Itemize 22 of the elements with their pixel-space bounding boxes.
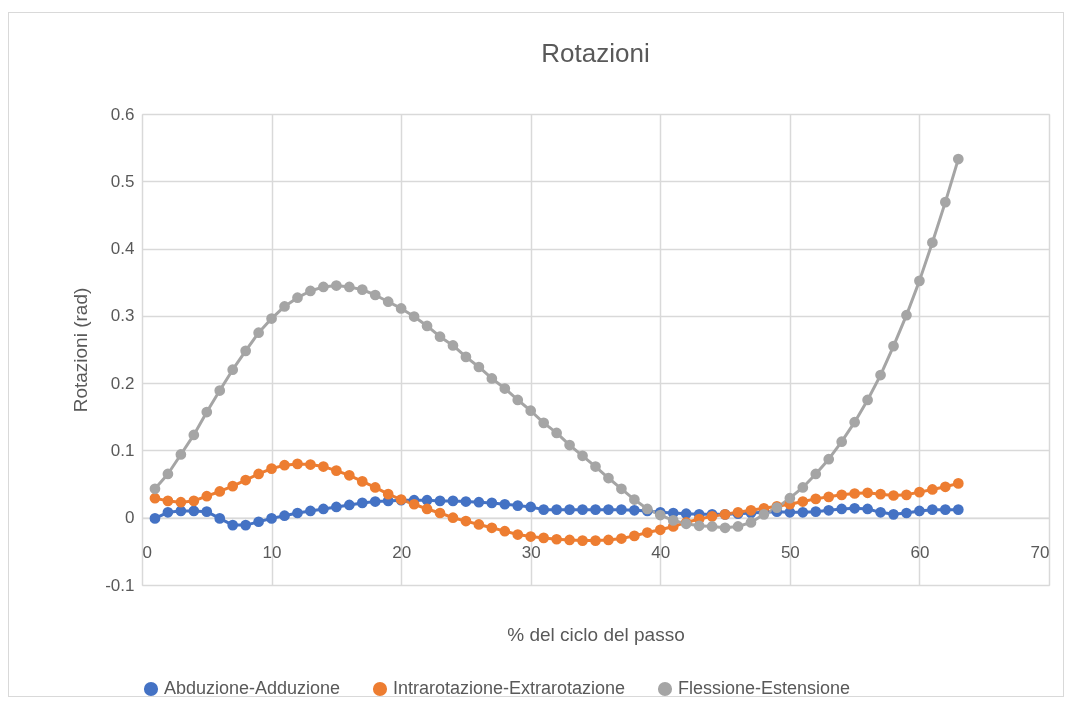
x-tick-label: 10 <box>262 543 282 563</box>
x-tick-label: 70 <box>1030 543 1050 563</box>
y-tick-label: -0.1 <box>105 575 135 595</box>
x-axis-title: % del ciclo del passo <box>507 623 685 645</box>
y-tick-label: 0 <box>125 508 135 528</box>
x-tick-label: 50 <box>780 543 800 563</box>
y-tick-label: 0.5 <box>110 171 135 191</box>
y-axis-title: Rotazioni (rad) <box>70 287 92 413</box>
y-tick-label: 0.6 <box>110 104 135 124</box>
y-tick-label: 0.2 <box>110 373 135 393</box>
chart-title: Rotazioni <box>541 38 650 68</box>
x-tick-label: 40 <box>651 543 671 563</box>
legend-label: Intrarotazione-Extrarotazione <box>393 678 626 698</box>
x-tick-label: 20 <box>392 543 412 563</box>
x-tick-label: 60 <box>910 543 930 563</box>
y-tick-label: 0.3 <box>110 306 135 326</box>
x-tick-label: 30 <box>521 543 541 563</box>
y-tick-label: 0.4 <box>110 239 135 259</box>
legend-label: Abduzione-Adduzione <box>164 678 341 698</box>
legend-label: Flessione-Estensione <box>678 678 851 698</box>
x-tick-label: 0 <box>142 543 152 563</box>
y-tick-label: 0.1 <box>110 440 135 460</box>
